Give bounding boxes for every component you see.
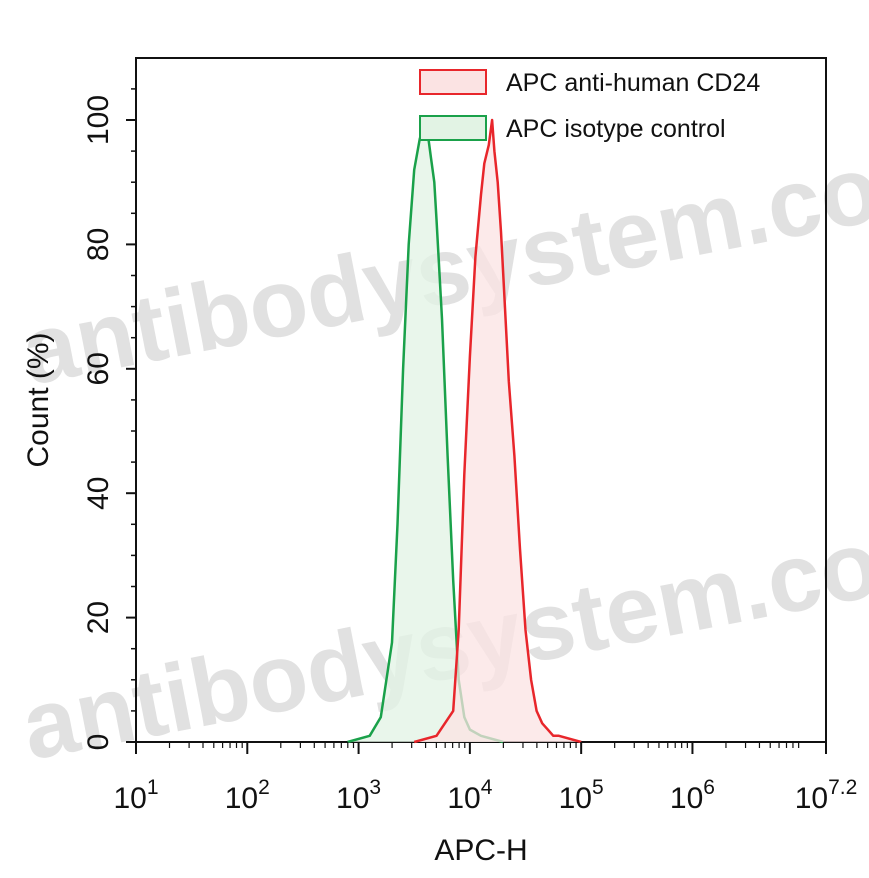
series-area-cd24 [414, 120, 582, 742]
x-tick-label-3: 103 [336, 776, 381, 815]
x-axis-title: APC-H [434, 834, 527, 867]
y-tick-label-60: 60 [82, 352, 115, 385]
x-tick-label-6: 106 [670, 776, 715, 815]
legend-label-cd24: APC anti-human CD24 [506, 69, 760, 97]
axis-layer: 0 20 40 60 80 100 101 102 103 104 105 106 107.2 [82, 88, 858, 815]
legend-swatch-isotype [419, 115, 487, 141]
series-area-isotype [347, 120, 504, 742]
x-tick-label-1: 101 [113, 776, 158, 815]
y-tick-label-0: 0 [82, 734, 115, 751]
legend: APC anti-human CD24 APC isotype control [419, 69, 760, 143]
watermark-text-top: antibodysystem.com [0, 0, 681, 51]
x-tick-label-2: 102 [225, 776, 270, 815]
y-tick-label-40: 40 [82, 477, 115, 510]
y-tick-label-20: 20 [82, 601, 115, 634]
x-tick-label-4: 104 [447, 776, 492, 815]
series-line-cd24 [413, 118, 582, 744]
x-tick-label-5: 105 [559, 776, 604, 815]
legend-label-isotype: APC isotype control [506, 115, 726, 143]
y-tick-label-80: 80 [82, 228, 115, 261]
y-tick-label-100: 100 [82, 95, 115, 145]
y-axis-title: Count (%) [22, 332, 55, 467]
legend-swatch-cd24 [419, 69, 487, 95]
x-tick-label-7.2: 107.2 [795, 776, 858, 815]
series-layer [347, 118, 582, 744]
